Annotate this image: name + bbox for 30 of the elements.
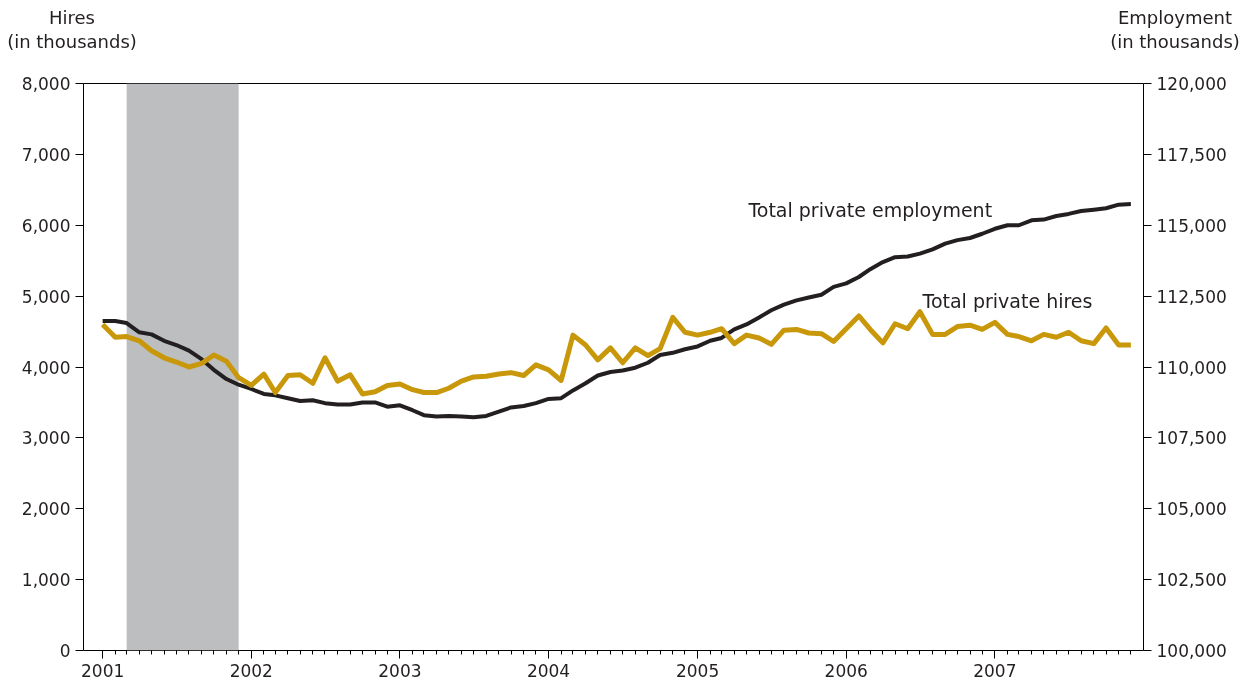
y-tick-label: 5,000 [21,286,71,307]
y-tick-label: 4,000 [21,357,71,378]
y-tick-label: 8,000 [21,74,71,94]
x-tick-label: 2005 [675,660,720,681]
y-tick-label: 6,000 [21,215,71,236]
series-label: Total private hires [921,290,1093,313]
y-tick-label: 1,000 [21,570,71,591]
line-series [100,201,1133,420]
y2-tick-label: 105,000 [1156,499,1227,520]
x-tick-label: 2006 [824,660,868,681]
y2-tick-label: 112,500 [1156,286,1227,307]
y2-tick-label: 100,000 [1156,641,1227,661]
x-tick-label: 2003 [378,660,422,681]
y-tick-label: 3,000 [21,428,71,449]
y2-tick-label: 120,000 [1156,74,1227,94]
x-tick-label: 2001 [81,660,125,681]
y-tick-label: 0 [59,641,71,661]
y2-axis-title: Employment (in thousands) [1109,6,1241,54]
x-tick-label: 2002 [229,660,273,681]
x-tick-label: 2004 [526,660,571,681]
x-tick-label: 2007 [973,660,1017,681]
y-axis-title: Hires (in thousands) [6,6,138,54]
y2-tick-label: 102,500 [1156,570,1227,591]
y-tick-label: 2,000 [21,499,71,520]
y2-tick-label: 107,500 [1156,428,1227,449]
y2-tick-label: 115,000 [1156,215,1227,236]
series-label: Total private employment [747,199,993,222]
y2-tick-label: 110,000 [1156,357,1227,378]
y-tick-label: 7,000 [21,144,71,165]
y2-tick-label: 117,500 [1156,144,1227,165]
